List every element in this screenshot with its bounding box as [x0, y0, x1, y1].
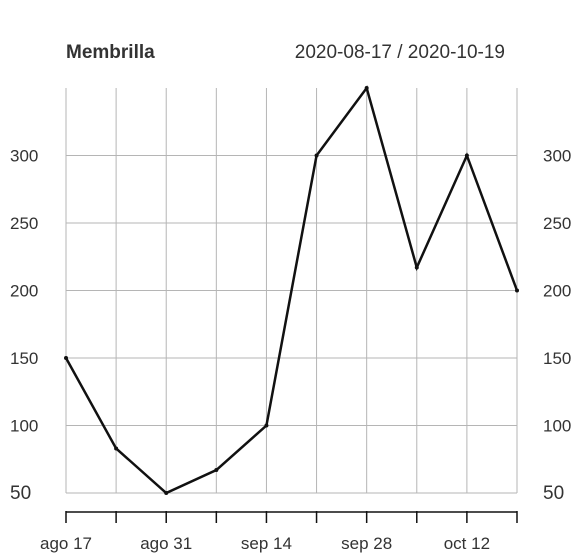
x-tick-label: sep 14	[241, 534, 292, 553]
y-axis-left: 50 100 150 200 250 300	[10, 147, 38, 505]
data-point	[314, 153, 319, 158]
x-axis: ago 17 ago 31 sep 14 sep 28 oct 12	[40, 511, 518, 553]
chart-title: Membrilla	[66, 42, 155, 63]
y-tick-label-right: 250	[543, 214, 571, 233]
y-tick-label-left: 150	[10, 349, 38, 368]
y-tick-label-left: 200	[10, 282, 38, 301]
y-tick-label-right: 100	[543, 417, 571, 436]
y-tick-label-left: 50	[10, 483, 31, 504]
data-point	[264, 423, 269, 428]
series-line-0	[64, 85, 519, 495]
data-point	[64, 356, 68, 360]
y-tick-label-right: 150	[543, 349, 571, 368]
data-point	[364, 86, 369, 90]
data-point	[515, 288, 519, 293]
series-group	[64, 85, 519, 495]
y-tick-label-left: 300	[10, 147, 38, 166]
x-tick-label: oct 12	[444, 534, 490, 553]
data-point	[114, 446, 119, 451]
y-axis-right: 50 100 150 200 250 300	[543, 147, 571, 505]
y-tick-label-right: 200	[543, 282, 571, 301]
x-tick-label: sep 28	[341, 534, 392, 553]
data-point	[464, 153, 469, 158]
y-tick-label-left: 100	[10, 417, 38, 436]
data-point	[414, 265, 419, 270]
x-tick-label: ago 17	[40, 534, 92, 553]
y-tick-label-left: 250	[10, 214, 38, 233]
y-tick-label-right: 300	[543, 147, 571, 166]
chart-date-range: 2020-08-17 / 2020-10-19	[295, 42, 505, 63]
data-point	[164, 491, 169, 495]
x-tick-label: ago 31	[140, 534, 192, 553]
data-point	[214, 468, 219, 473]
y-tick-label-right: 50	[543, 483, 564, 504]
